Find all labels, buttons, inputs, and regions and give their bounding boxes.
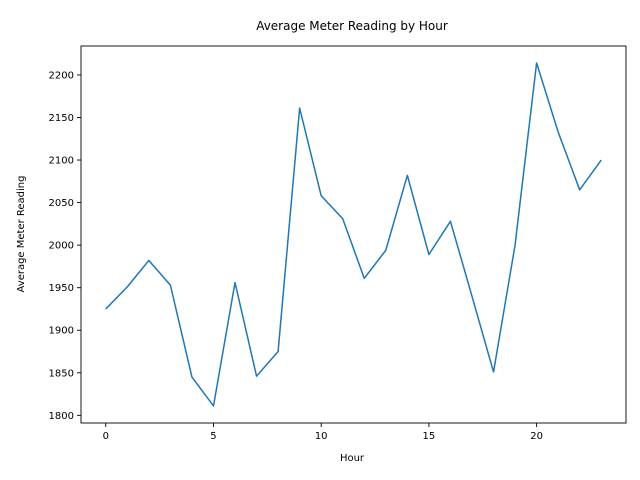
x-tick-label: 10 — [315, 431, 328, 442]
y-tick-label: 2200 — [49, 70, 74, 81]
x-tick-label: 5 — [210, 431, 216, 442]
y-tick-label: 1800 — [49, 411, 74, 422]
y-tick-label: 1950 — [49, 283, 74, 294]
x-tick-label: 0 — [103, 431, 109, 442]
y-tick-label: 2150 — [49, 113, 74, 124]
y-tick-label: 2100 — [49, 156, 74, 167]
y-axis: 1800 1850 1900 1950 2000 2050 2100 2150 2200 — [49, 70, 81, 422]
chart-title: Average Meter Reading by Hour — [256, 19, 448, 33]
x-axis: 0 5 10 15 20 — [103, 423, 543, 442]
series-line — [105, 62, 602, 407]
x-tick-label: 20 — [530, 431, 543, 442]
y-axis-label: Average Meter Reading — [16, 176, 27, 293]
y-tick-label: 2050 — [49, 198, 74, 209]
x-tick-label: 15 — [423, 431, 436, 442]
x-axis-label: Hour — [340, 453, 365, 464]
y-tick-label: 1900 — [49, 326, 74, 337]
y-tick-label: 1850 — [49, 368, 74, 379]
plot-area — [80, 45, 627, 424]
series-layer — [105, 62, 602, 407]
y-tick-label: 2000 — [49, 241, 74, 252]
